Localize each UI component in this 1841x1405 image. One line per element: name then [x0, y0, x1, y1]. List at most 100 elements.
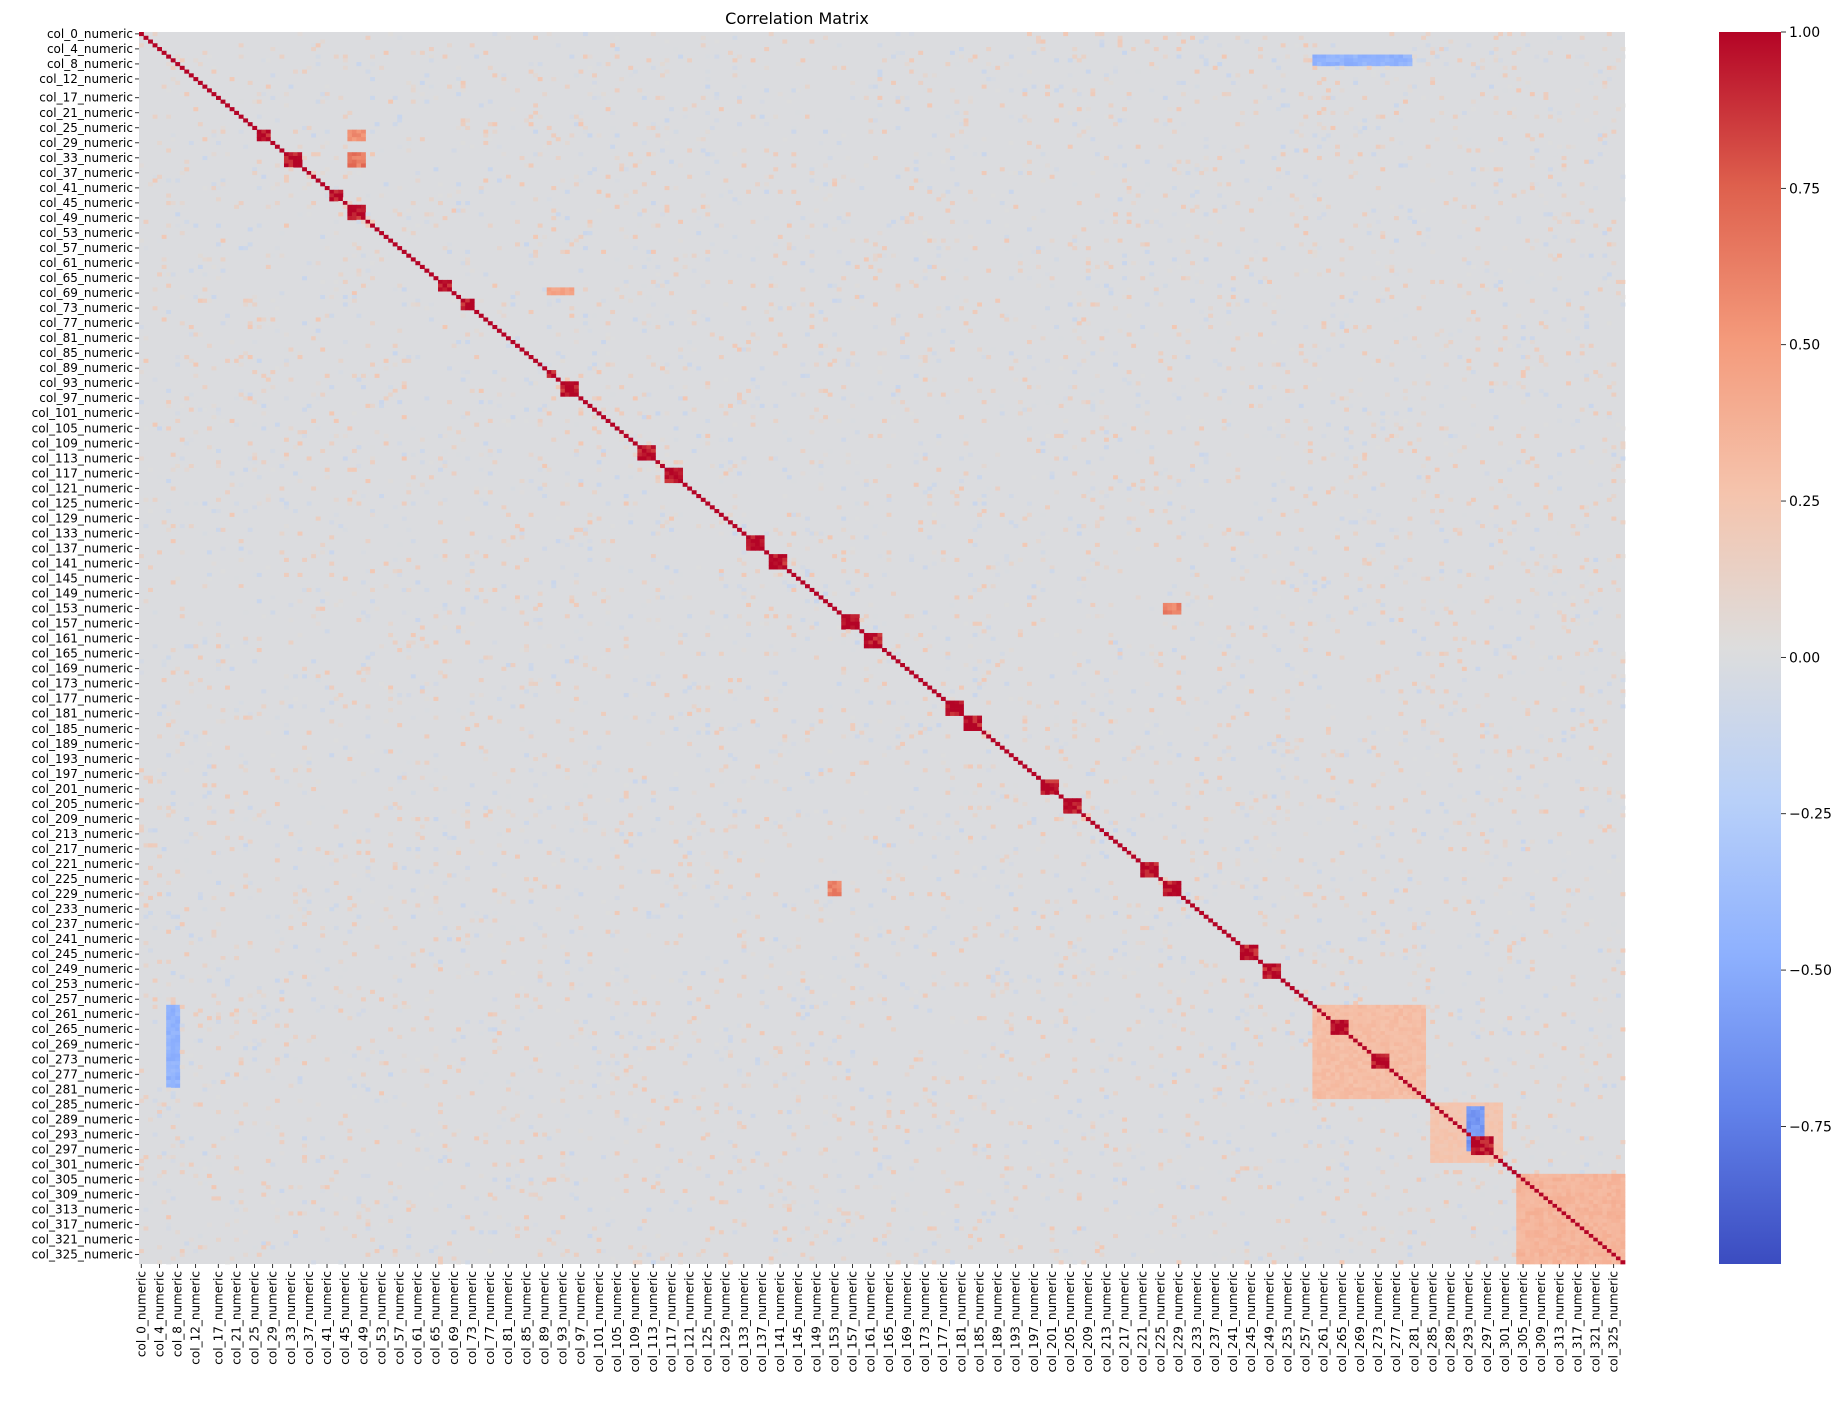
- heatmap-cell: [351, 242, 357, 247]
- heatmap-cell: [1403, 336, 1408, 341]
- heatmap-cell: [569, 385, 575, 390]
- heatmap-cell: [959, 685, 964, 690]
- heatmap-cell: [1366, 456, 1372, 461]
- heatmap-cell: [777, 332, 783, 337]
- heatmap-cell: [891, 317, 896, 322]
- heatmap-cell: [773, 306, 779, 311]
- heatmap-cell: [1493, 381, 1499, 386]
- heatmap-cell: [1076, 107, 1082, 112]
- heatmap-cell: [764, 174, 770, 179]
- heatmap-cell: [1226, 644, 1232, 649]
- heatmap-cell: [1117, 569, 1123, 574]
- heatmap-cell: [678, 512, 684, 517]
- heatmap-cell: [179, 321, 185, 326]
- heatmap-cell: [370, 651, 375, 656]
- heatmap-cell: [1547, 50, 1553, 55]
- heatmap-cell: [342, 197, 348, 202]
- heatmap-cell: [1498, 287, 1504, 292]
- heatmap-cell: [306, 403, 312, 408]
- heatmap-cell: [868, 433, 874, 439]
- heatmap-cell: [650, 223, 656, 228]
- heatmap-cell: [1575, 54, 1581, 59]
- heatmap-cell: [202, 636, 208, 641]
- heatmap-cell: [809, 625, 815, 630]
- heatmap-cell: [1606, 681, 1612, 686]
- heatmap-cell: [542, 234, 548, 239]
- heatmap-cell: [1026, 47, 1032, 52]
- heatmap-cell: [524, 418, 529, 423]
- heatmap-cell: [673, 437, 679, 442]
- heatmap-cell: [1520, 336, 1526, 341]
- heatmap-cell: [483, 441, 489, 446]
- heatmap-cell: [170, 137, 176, 142]
- heatmap-cell: [641, 264, 647, 269]
- heatmap-cell: [936, 313, 942, 318]
- heatmap-cell: [868, 242, 874, 247]
- heatmap-cell: [850, 648, 856, 653]
- heatmap-cell: [1085, 125, 1091, 131]
- heatmap-cell: [854, 264, 860, 269]
- heatmap-cell: [827, 392, 833, 397]
- heatmap-cell: [972, 723, 978, 728]
- heatmap-cell: [891, 54, 896, 59]
- heatmap-cell: [1547, 512, 1553, 517]
- heatmap-cell: [1181, 655, 1186, 660]
- heatmap-cell: [1126, 370, 1132, 375]
- heatmap-cell: [1353, 133, 1359, 138]
- heatmap-cell: [197, 80, 203, 85]
- heatmap-cell: [886, 550, 892, 555]
- heatmap-cell: [628, 463, 634, 469]
- heatmap-cell: [519, 610, 525, 615]
- heatmap-cell: [515, 88, 520, 93]
- heatmap-cell: [1135, 381, 1141, 386]
- heatmap-cell: [392, 388, 398, 393]
- heatmap-cell: [374, 122, 380, 127]
- heatmap-cell: [1552, 234, 1558, 239]
- heatmap-cell: [179, 606, 185, 611]
- heatmap-cell: [379, 65, 384, 70]
- heatmap-cell: [175, 178, 181, 183]
- heatmap-cell: [501, 561, 507, 566]
- heatmap-cell: [795, 110, 801, 115]
- heatmap-cell: [288, 704, 294, 709]
- heatmap-cell: [786, 242, 792, 247]
- heatmap-cell: [324, 92, 330, 97]
- heatmap-cell: [329, 385, 335, 390]
- heatmap-cell: [492, 370, 498, 375]
- heatmap-cell: [578, 527, 584, 532]
- heatmap-cell: [1258, 197, 1263, 202]
- heatmap-cell: [1203, 35, 1209, 40]
- heatmap-cell: [1525, 392, 1531, 397]
- heatmap-cell: [202, 186, 208, 191]
- heatmap-cell: [519, 685, 525, 690]
- heatmap-cell: [184, 396, 190, 401]
- heatmap-cell: [1525, 80, 1531, 85]
- heatmap-cell: [1117, 35, 1123, 40]
- heatmap-cell: [1262, 625, 1268, 630]
- heatmap-cell: [256, 324, 262, 330]
- heatmap-cell: [496, 246, 502, 251]
- heatmap-cell: [256, 711, 262, 716]
- heatmap-cell: [872, 644, 878, 649]
- heatmap-cell: [746, 542, 751, 547]
- heatmap-cell: [279, 497, 285, 502]
- heatmap-cell: [1475, 336, 1481, 341]
- heatmap-cell: [320, 708, 326, 713]
- heatmap-cell: [981, 501, 987, 506]
- heatmap-cell: [1131, 741, 1137, 747]
- heatmap-cell: [823, 197, 828, 202]
- heatmap-cell: [1439, 47, 1445, 52]
- heatmap-cell: [329, 189, 335, 194]
- heatmap-cell: [940, 704, 946, 709]
- heatmap-cell: [320, 99, 326, 104]
- heatmap-cell: [148, 509, 153, 514]
- heatmap-cell: [1135, 223, 1141, 228]
- heatmap-cell: [311, 47, 317, 52]
- heatmap-cell: [1452, 448, 1458, 454]
- heatmap-cell: [832, 65, 838, 70]
- heatmap-cell: [882, 681, 887, 686]
- heatmap-cell: [1248, 257, 1254, 262]
- heatmap-cell: [1294, 674, 1300, 679]
- heatmap-cell: [986, 614, 992, 619]
- heatmap-cell: [759, 542, 765, 547]
